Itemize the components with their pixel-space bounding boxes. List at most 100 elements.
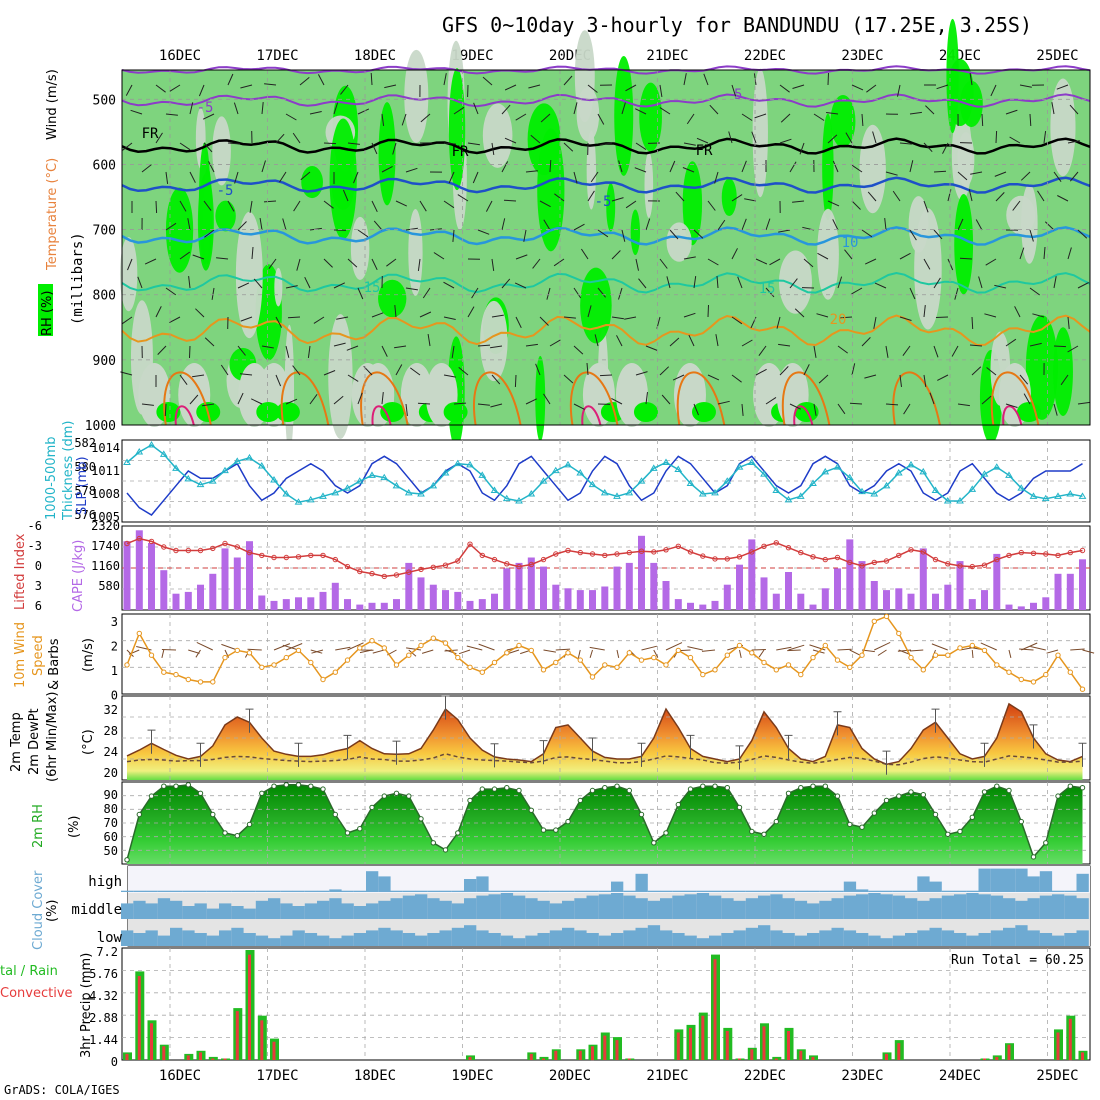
wind10-barb — [837, 648, 852, 651]
lifted-line-point — [185, 547, 192, 554]
wind10-line-point — [553, 659, 559, 666]
thickness-point — [490, 486, 499, 493]
lifted-line-point — [1043, 551, 1049, 557]
contour-25 — [280, 371, 330, 426]
rh2m-line-point — [712, 783, 718, 789]
wind10-barb — [874, 641, 891, 651]
wind-barb — [789, 278, 798, 289]
wind10-line-point — [1067, 669, 1074, 675]
cape-bar — [1079, 559, 1086, 610]
wind-barb — [803, 364, 810, 376]
pressure-tick: 1000 — [85, 419, 116, 434]
wind-barb — [121, 316, 133, 325]
wind10-line-point — [981, 647, 988, 654]
cloud-bar — [1039, 895, 1053, 919]
wind10-line-point — [442, 640, 449, 646]
wind-barb — [453, 402, 467, 405]
cloud-bar — [133, 900, 146, 919]
wind10-line-point — [1043, 671, 1049, 678]
day-label-top: 21DEC — [646, 48, 688, 64]
wind-barb — [130, 109, 143, 115]
cloud-bar — [1064, 933, 1077, 946]
cloud-bar — [292, 930, 305, 946]
wind-barb — [573, 287, 582, 299]
wind10-barb — [687, 646, 703, 651]
cloud-bar — [880, 938, 893, 946]
cloud-bar — [366, 903, 379, 919]
wind-barb — [971, 366, 982, 376]
wind-barb — [179, 200, 187, 212]
wind10-line-point — [700, 671, 706, 678]
wind-barb — [634, 108, 647, 115]
rh2m-line-point — [406, 793, 412, 799]
ylabel-wind10-1: 10m Wind — [13, 622, 28, 688]
rh-blob — [914, 208, 942, 330]
lifted-line-point — [406, 569, 412, 575]
upper-air-panel: 500 600 700 800 900 1000 -5 -5 FR FR FR -5 -5 10 15 15… — [38, 18, 1091, 452]
wind-barb — [703, 73, 709, 86]
wind-barb — [471, 287, 479, 299]
lifted-line-point — [577, 549, 583, 556]
wind10-line-point — [798, 671, 804, 678]
cloud-bar — [978, 868, 991, 892]
cape-bar — [723, 584, 731, 610]
precip-conv-bar — [738, 1058, 741, 1060]
cloud-bar — [268, 898, 281, 919]
lifted-line-point — [467, 541, 473, 547]
wind-barb — [625, 200, 637, 209]
cloud-bar — [317, 900, 330, 919]
cape-bar — [197, 584, 204, 610]
contour-30 — [371, 405, 392, 426]
wind-barb — [189, 394, 199, 405]
wind-barb — [473, 102, 479, 115]
wind-barb — [347, 142, 360, 145]
wind-barb — [1069, 104, 1079, 115]
cape-bar — [135, 530, 143, 610]
wind-barb — [410, 367, 421, 376]
wind10-barb — [739, 649, 742, 659]
cloud-bar — [635, 898, 648, 919]
lifted-line-point — [553, 551, 559, 557]
contour-label: FR — [452, 144, 469, 160]
wind-barb — [818, 374, 829, 384]
rh2m-line-point — [749, 828, 755, 835]
wind10-line-point — [455, 654, 461, 661]
cloud-bar — [341, 890, 354, 892]
cloud-bar — [488, 894, 501, 919]
wind-barb — [275, 133, 285, 144]
cape-bar — [907, 593, 915, 610]
rh2m-line-point — [393, 790, 400, 796]
wind-barb — [1029, 287, 1040, 296]
wind-barb — [1053, 171, 1062, 182]
rh-blob — [165, 187, 194, 273]
cloud-bar — [574, 930, 587, 946]
wind-barb — [682, 167, 695, 173]
wind-barb — [417, 402, 431, 405]
wind10-barb — [751, 649, 766, 651]
rh2m-line-point — [920, 792, 926, 798]
rh-blob — [378, 279, 407, 318]
thickness-point — [686, 479, 695, 486]
lifted-line-point — [418, 566, 424, 573]
wind-barb — [198, 84, 205, 97]
ylabel-lifted: Lifted Index — [13, 533, 28, 610]
lifted-line-point — [393, 572, 400, 578]
wind10-barb — [577, 649, 581, 659]
rh-blob — [666, 222, 692, 262]
wind10-line-point — [516, 642, 522, 649]
lifted-line-point — [259, 552, 265, 559]
thickness-tick: 582 — [74, 436, 96, 450]
wind-barb — [203, 142, 213, 153]
contour-label: -5 — [197, 100, 214, 116]
pressure-tick: 900 — [93, 354, 116, 369]
wind10-tick: 2 — [111, 640, 118, 654]
cloud-bar — [390, 898, 403, 919]
cape-bar — [491, 593, 498, 610]
wind10-barb — [787, 649, 801, 652]
wind-barb — [669, 229, 679, 240]
rh2m-area — [127, 784, 1083, 864]
cloud-bar — [990, 930, 1004, 946]
wind10-grid — [122, 614, 1090, 694]
wind-barb — [237, 221, 247, 231]
lifted-line-point — [455, 558, 461, 564]
